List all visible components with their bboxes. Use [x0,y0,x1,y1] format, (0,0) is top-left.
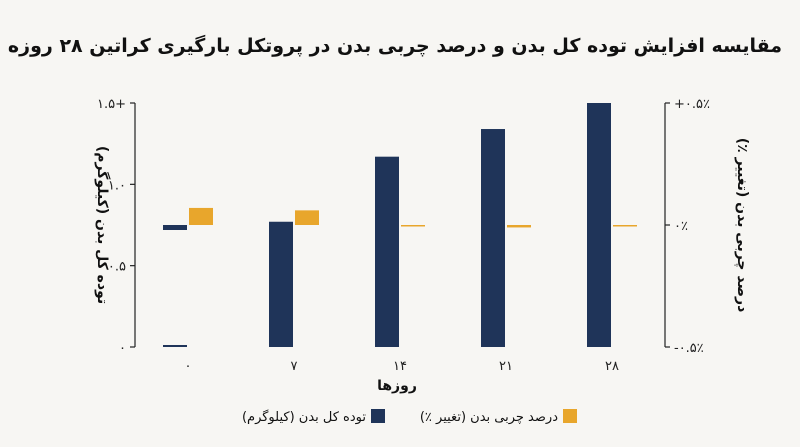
legend: توده کل بدن (کیلوگرم) درصد چربی بدن (تغی… [242,409,577,425]
y-right-tick-label: +۰.۵٪ [674,97,710,112]
bar-fat [613,225,637,227]
x-tick-label: ۲۱ [499,359,513,374]
x-tick-label: ۲۸ [605,359,619,374]
x-tick-label: ۱۴ [393,359,407,374]
y-left-tick-label: ۰.۵ [108,260,126,275]
x-tick-label: ۰ [185,359,192,374]
legend-label-mass: توده کل بدن (کیلوگرم) [242,409,366,425]
bar-mass [587,103,611,347]
y-right-tick-label: ۰٪ [674,219,688,234]
bar-mass [163,345,187,347]
legend-label-fat: درصد چربی بدن (تغییر ٪) [420,410,558,425]
mass-baseline-marker [163,225,187,230]
bar-fat [507,225,531,228]
bar-mass [269,221,293,347]
bar-fat [295,210,319,225]
y-left-tick-label: ۱.۵+ [97,97,126,112]
chart-title: مقایسه افزایش توده کل بدن و درصد چربی بد… [8,34,782,57]
bar-fat [401,225,425,227]
y-left-tick-label: ۰ [119,341,126,356]
bar-mass [481,129,505,347]
legend-swatch-mass [371,409,385,423]
y-axis-left-label: توده کل بدن (کیلوگرم) [94,146,111,304]
legend-swatch-fat [563,409,577,423]
bar-mass [375,156,399,347]
x-axis-label: روزها [377,378,417,394]
y-left-tick-label: ۱.۰ [108,178,126,193]
bar-fat [189,207,213,225]
x-tick-label: ۷ [291,359,298,374]
y-axis-right-label: درصد چربی بدن (تغییر ٪) [734,138,750,313]
y-right-tick-label: -۰.۵٪ [674,341,704,356]
plot-area: ۰ ۰.۵ ۱.۰ ۱.۵+ -۰.۵٪ ۰٪ +۰.۵٪ ۰ ۷ ۱۴ ۲۱ ۲۸ [97,97,710,374]
